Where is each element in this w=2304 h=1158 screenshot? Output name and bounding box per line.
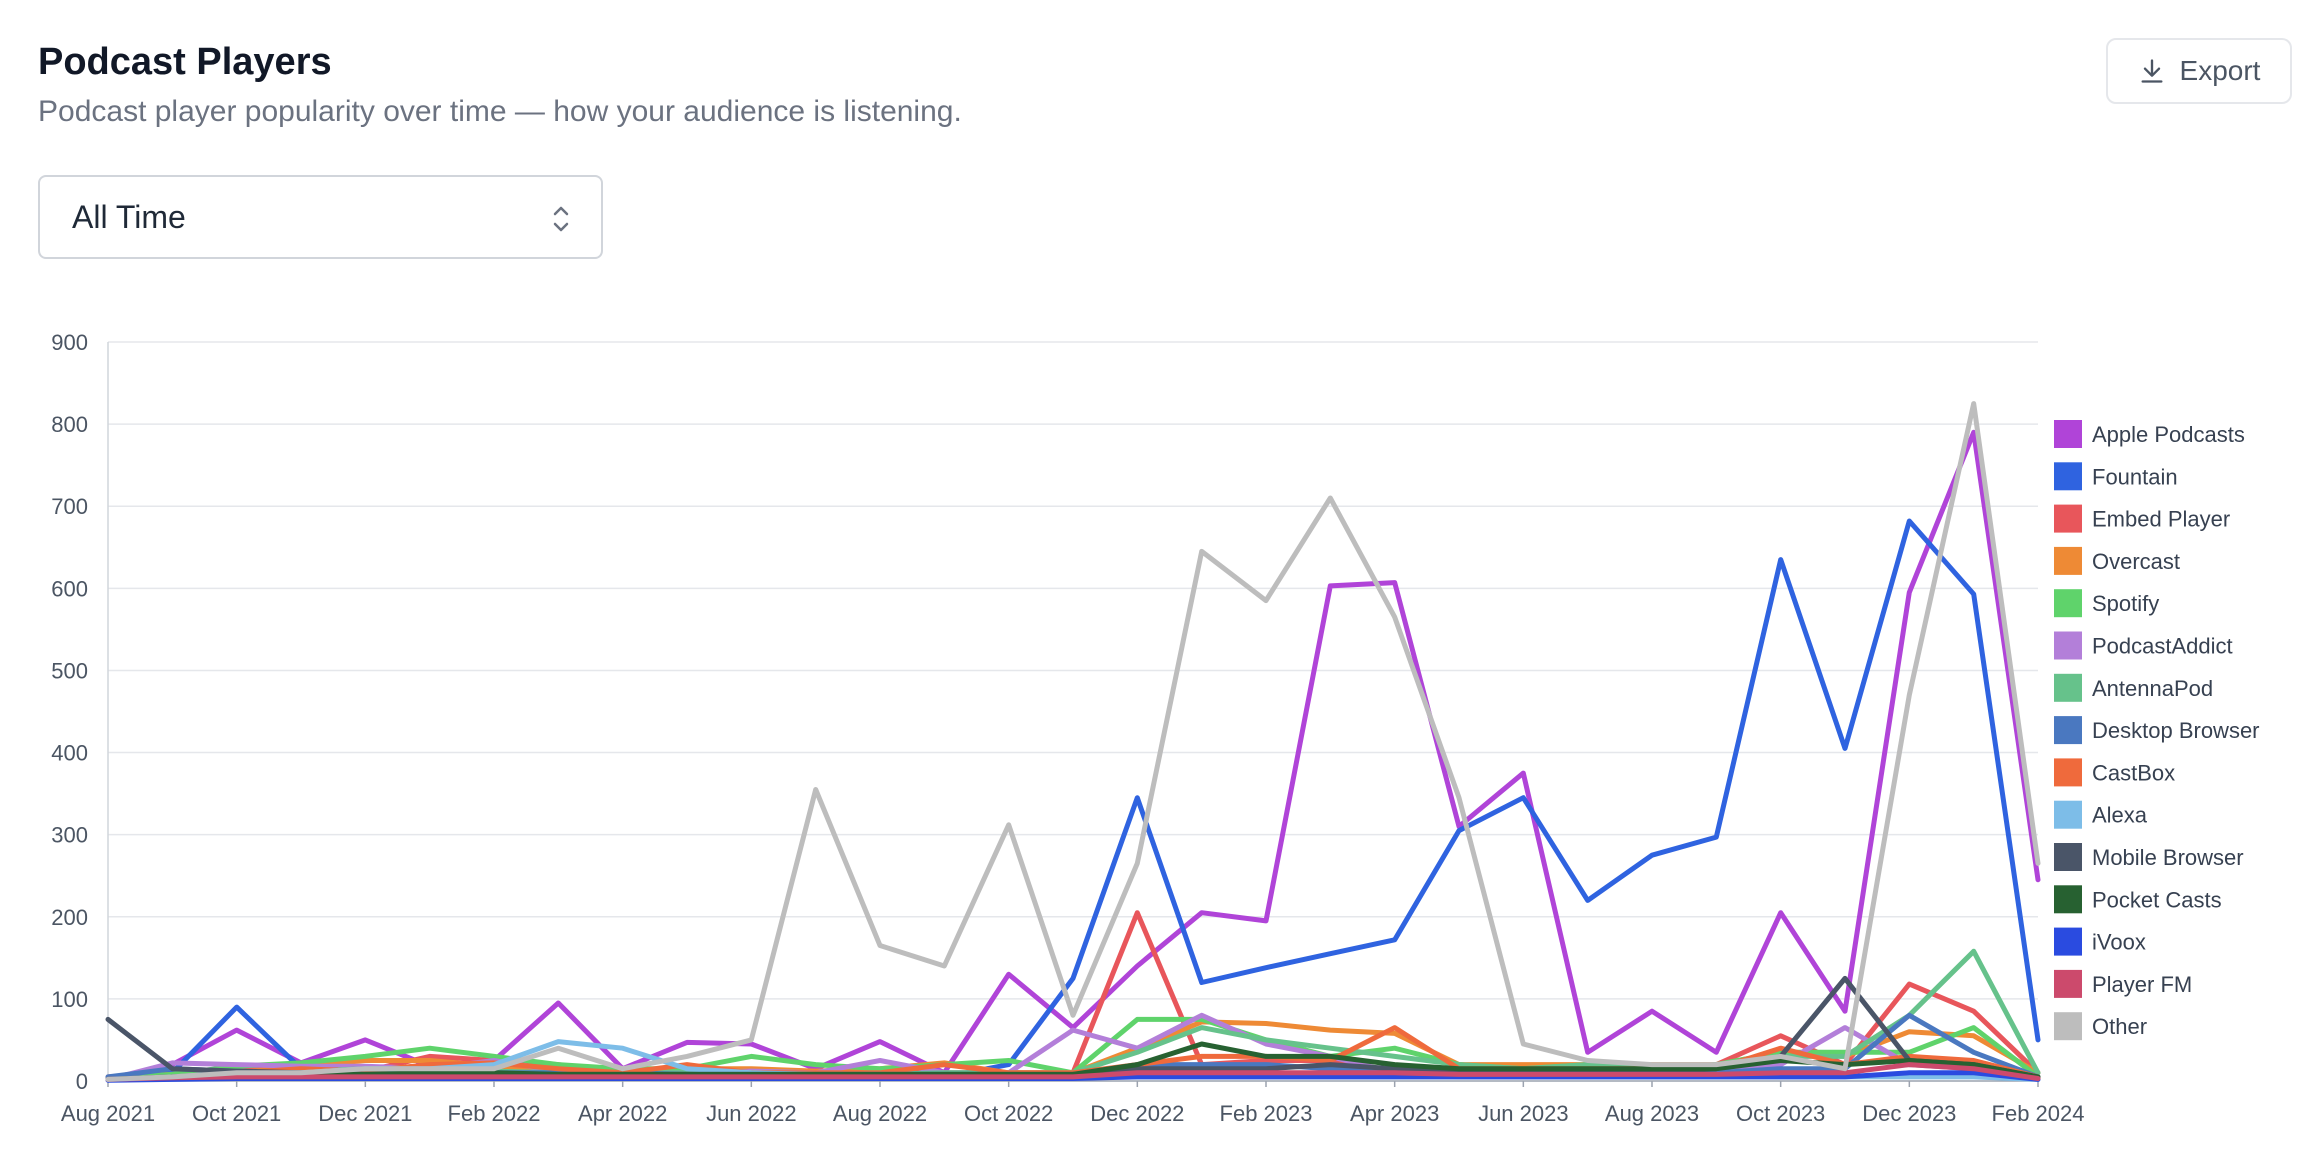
x-tick-label: Dec 2022	[1090, 1101, 1184, 1126]
legend-swatch	[2054, 843, 2082, 871]
legend-swatch	[2054, 462, 2082, 491]
x-tick-label: Jun 2023	[1478, 1101, 1569, 1126]
legend-swatch	[2054, 716, 2082, 745]
legend-label: Mobile Browser	[2092, 845, 2244, 870]
legend-label: CastBox	[2092, 760, 2175, 785]
x-tick-label: Feb 2024	[1992, 1101, 2085, 1126]
series-line-player-fm	[105, 1062, 2041, 1082]
legend-label: Pocket Casts	[2092, 887, 2222, 912]
legend-label: Embed Player	[2092, 507, 2230, 532]
legend-label: AntennaPod	[2092, 676, 2213, 701]
legend-label: Spotify	[2092, 591, 2159, 616]
legend-swatch	[2054, 589, 2082, 618]
page-subtitle: Podcast player popularity over time — ho…	[38, 94, 962, 128]
x-tick-label: Apr 2023	[1350, 1101, 1439, 1126]
legend-swatch	[2054, 673, 2082, 702]
legend-label: Alexa	[2092, 803, 2148, 828]
y-tick-label: 800	[51, 412, 88, 437]
page-title: Podcast Players	[38, 41, 332, 83]
series-line-other	[105, 401, 2041, 1082]
legend-label: PodcastAddict	[2092, 634, 2233, 659]
x-tick-label: Apr 2022	[578, 1101, 667, 1126]
y-tick-label: 100	[51, 987, 88, 1012]
x-tick-label: Dec 2021	[318, 1101, 412, 1126]
legend-label: Overcast	[2092, 549, 2180, 574]
y-tick-label: 500	[51, 658, 88, 683]
y-tick-label: 900	[51, 330, 88, 355]
legend-swatch	[2054, 927, 2082, 956]
legend-swatch	[2054, 504, 2082, 533]
x-tick-label: Oct 2022	[964, 1101, 1053, 1126]
x-tick-label: Oct 2023	[1736, 1101, 1825, 1126]
x-tick-label: Dec 2023	[1862, 1101, 1956, 1126]
line-chart: 0 100 200 300 400 500 600 700 800 900 Aug 2021 Oct …	[51, 330, 2260, 1126]
download-icon	[2141, 59, 2163, 83]
legend-swatch	[2054, 969, 2082, 998]
time-range-value: All Time	[72, 198, 186, 235]
y-tick-label: 300	[51, 823, 88, 848]
page-header: Podcast Players Podcast player popularit…	[38, 40, 962, 130]
legend-swatch	[2054, 800, 2082, 829]
x-tick-label: Jun 2022	[706, 1101, 797, 1126]
legend-label: iVoox	[2092, 930, 2146, 955]
legend-swatch	[2054, 885, 2082, 914]
chevron-up-down-icon	[553, 206, 569, 232]
legend-label: Fountain	[2092, 464, 2178, 489]
x-tick-label: Feb 2023	[1220, 1101, 1313, 1126]
y-tick-label: 400	[51, 741, 88, 766]
legend-swatch	[2054, 1012, 2082, 1041]
legend-swatch	[2054, 631, 2082, 660]
x-tick-label: Feb 2022	[448, 1101, 541, 1126]
legend-swatch	[2054, 420, 2082, 448]
legend-label: Player FM	[2092, 972, 2192, 997]
x-tick-label: Aug 2023	[1605, 1101, 1699, 1126]
x-tick-label: Aug 2021	[61, 1101, 155, 1126]
x-tick-label: Oct 2021	[192, 1101, 281, 1126]
legend-label: Desktop Browser	[2092, 718, 2260, 743]
legend-swatch	[2054, 546, 2082, 575]
legend-swatch	[2054, 758, 2082, 787]
time-range-select[interactable]: All Time	[38, 175, 603, 259]
legend-label: Other	[2092, 1014, 2147, 1039]
legend-label: Apple Podcasts	[2092, 422, 2245, 447]
y-tick-label: 700	[51, 494, 88, 519]
export-button[interactable]: Export	[2106, 38, 2292, 104]
y-tick-label: 600	[51, 576, 88, 601]
export-button-label: Export	[2179, 55, 2261, 86]
y-tick-label: 0	[76, 1069, 88, 1094]
y-tick-label: 200	[51, 905, 88, 930]
x-tick-label: Aug 2022	[833, 1101, 927, 1126]
series-line-fountain	[105, 518, 2041, 1082]
